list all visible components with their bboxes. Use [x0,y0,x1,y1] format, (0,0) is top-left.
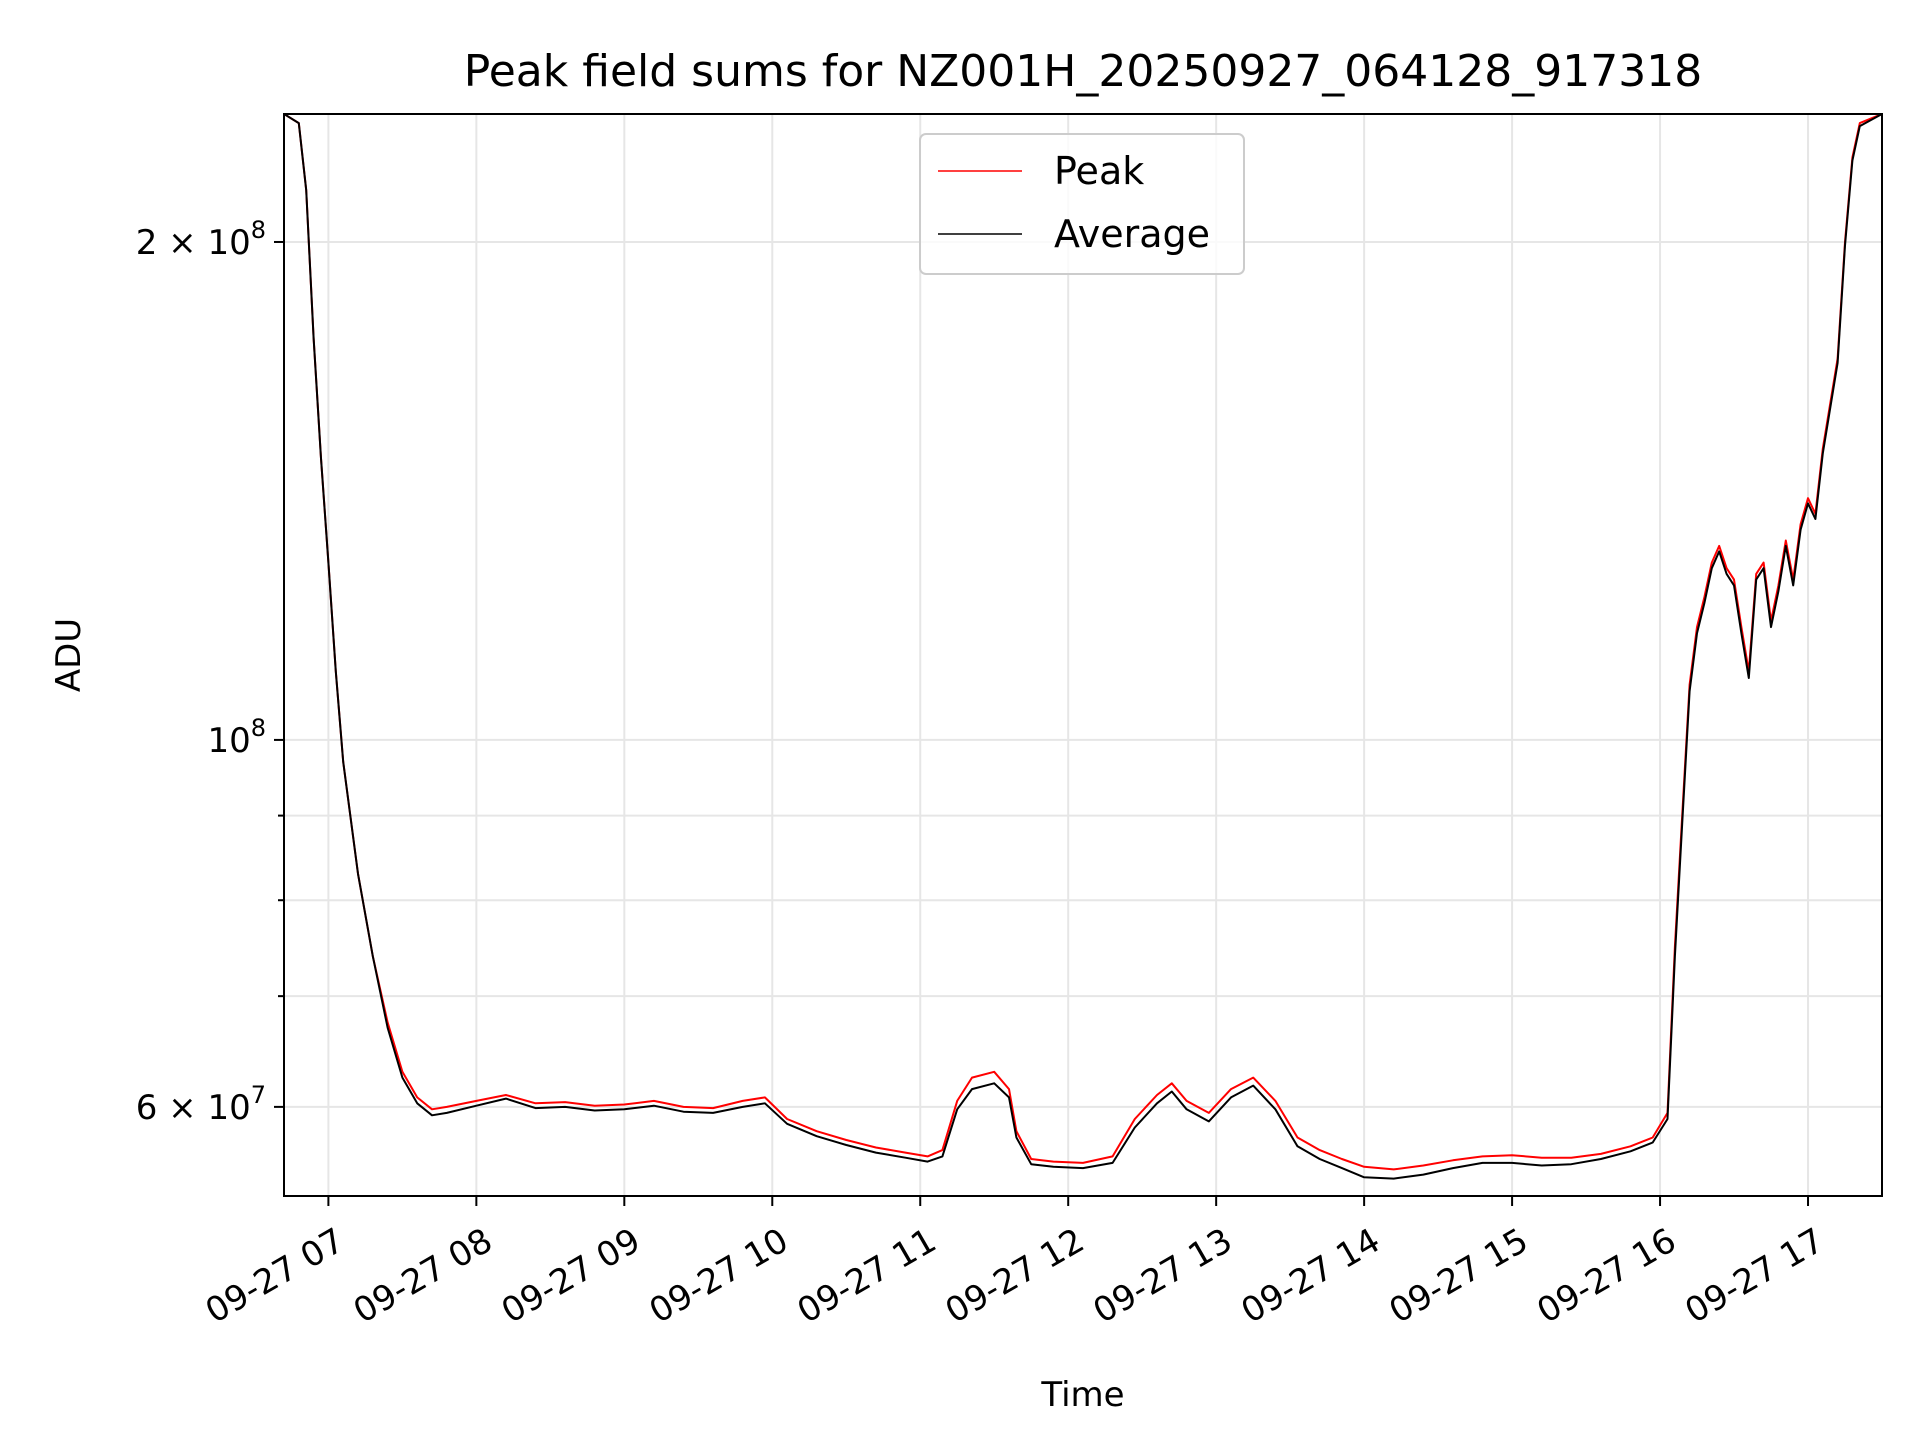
x-axis-title: Time [1040,1375,1124,1415]
y-tick-base: 10 [207,721,250,761]
legend: Peak Average [919,133,1245,275]
legend-peak-label: Peak [1054,149,1144,193]
series-layer [284,114,1882,1180]
y-tick-label: 108 [207,714,266,761]
y-axis-title: ADU [49,618,89,692]
y-tick-exponent: 8 [251,714,266,742]
y-tick-exponent: 7 [251,1081,266,1109]
series-line-average [284,114,1882,1180]
legend-box [919,133,1245,275]
grid [284,114,1882,1196]
y-tick-label: 2 × 108 [136,216,266,263]
chart-title: Peak field sums for NZ001H_20250927_0641… [464,46,1702,97]
plot-frame [283,113,1883,1197]
y-tick-exponent: 8 [251,216,266,244]
y-tick-base: 2 × 10 [136,223,251,263]
legend-average-label: Average [1054,212,1210,256]
y-tick-label: 6 × 107 [136,1081,266,1128]
y-tick-base: 6 × 10 [136,1088,251,1128]
